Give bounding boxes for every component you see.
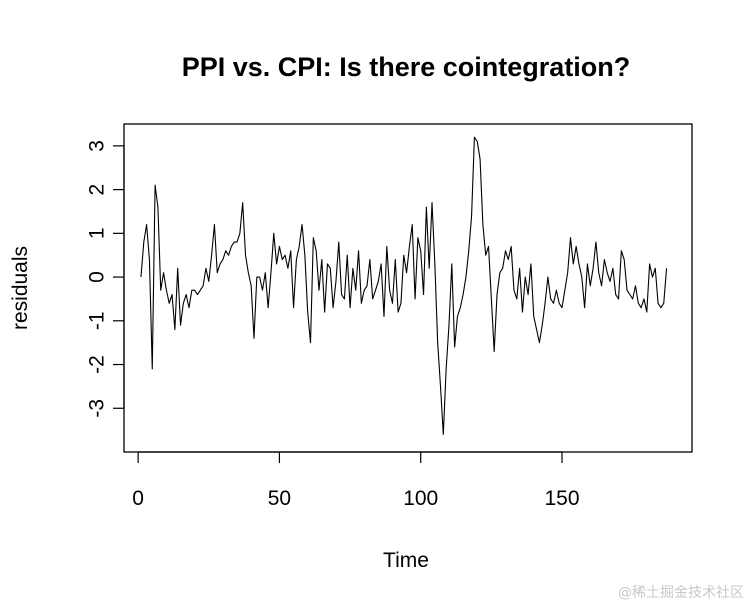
y-axis: -3 -2 -1 0 1 2 3 bbox=[86, 140, 125, 418]
watermark: @稀土掘金技术社区 bbox=[618, 585, 744, 601]
y-tick-label: 1 bbox=[86, 227, 109, 239]
y-tick-label: 0 bbox=[86, 271, 109, 283]
x-tick-label: 100 bbox=[403, 487, 438, 510]
y-tick-label: 2 bbox=[86, 184, 109, 196]
y-tick-label: -3 bbox=[86, 399, 109, 418]
y-tick-label: -2 bbox=[86, 355, 109, 374]
x-tick-label: 0 bbox=[132, 487, 144, 510]
plot-frame bbox=[123, 123, 693, 453]
x-axis-label: Time bbox=[383, 549, 429, 572]
y-tick-label: -1 bbox=[86, 311, 109, 330]
x-tick-label: 50 bbox=[268, 487, 291, 510]
x-axis: 0 50 100 150 bbox=[132, 451, 580, 510]
x-tick-label: 150 bbox=[544, 487, 579, 510]
chart-title: PPI vs. CPI: Is there cointegration? bbox=[182, 52, 631, 82]
y-tick-label: 3 bbox=[86, 140, 109, 152]
series-line-residuals bbox=[140, 136, 668, 436]
y-axis-label: residuals bbox=[9, 246, 32, 330]
